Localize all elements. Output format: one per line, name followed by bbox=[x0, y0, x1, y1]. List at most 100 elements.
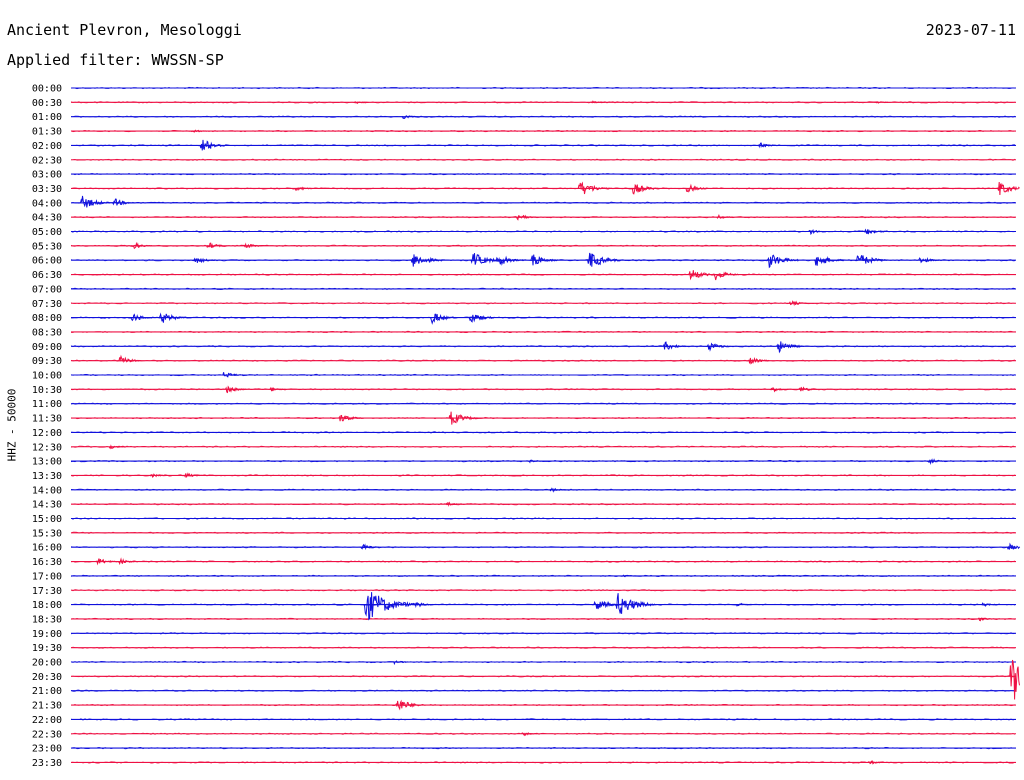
row-time-label: 23:30 bbox=[32, 758, 62, 769]
filter-label: Applied filter: WWSSN-SP bbox=[7, 51, 224, 69]
row-time-label: 18:00 bbox=[32, 600, 62, 611]
trace-noise bbox=[70, 416, 1016, 420]
trace-noise bbox=[70, 345, 1016, 348]
seismic-event bbox=[118, 557, 137, 566]
seismic-event bbox=[977, 617, 995, 622]
row-time-label: 16:00 bbox=[32, 543, 62, 554]
trace-noise bbox=[70, 445, 1016, 448]
trace-noise bbox=[70, 259, 1016, 262]
trace-noise bbox=[70, 244, 1016, 247]
seismic-event bbox=[706, 342, 731, 352]
seismic-event bbox=[770, 387, 789, 393]
trace-noise bbox=[70, 230, 1016, 233]
seismic-event bbox=[206, 242, 228, 249]
trace-noise bbox=[71, 216, 1016, 219]
row-time-label: 21:30 bbox=[32, 701, 62, 712]
seismic-event bbox=[1009, 659, 1020, 700]
seismic-event bbox=[917, 256, 940, 264]
trace-noise bbox=[70, 359, 1016, 362]
row-time-label: 21:00 bbox=[32, 686, 62, 697]
trace-noise bbox=[70, 632, 1016, 635]
trace-noise bbox=[70, 689, 1016, 692]
trace-noise bbox=[70, 302, 1016, 305]
seismic-event bbox=[495, 255, 524, 266]
seismic-event bbox=[190, 129, 207, 133]
trace-noise bbox=[70, 488, 1016, 491]
trace-noise bbox=[70, 474, 1016, 477]
row-time-label: 18:30 bbox=[32, 614, 62, 625]
seismic-event bbox=[130, 313, 155, 322]
trace-noise bbox=[70, 287, 1016, 291]
row-time-label: 06:00 bbox=[32, 256, 62, 267]
seismic-event bbox=[294, 186, 313, 192]
seismic-event bbox=[577, 181, 610, 195]
trace-noise bbox=[70, 718, 1016, 721]
row-time-label: 05:00 bbox=[32, 227, 62, 238]
trace-noise bbox=[70, 574, 1016, 578]
seismic-event bbox=[996, 181, 1020, 196]
trace-noise bbox=[70, 402, 1016, 405]
seismic-event bbox=[158, 312, 187, 323]
row-time-label: 15:00 bbox=[32, 514, 62, 525]
trace-noise bbox=[70, 746, 1016, 750]
trace-noise bbox=[71, 316, 1016, 319]
trace-noise bbox=[70, 617, 1016, 621]
seismic-event bbox=[354, 101, 369, 105]
seismic-event bbox=[662, 341, 687, 350]
seismic-event bbox=[587, 252, 622, 267]
seismic-event bbox=[243, 242, 263, 249]
seismic-event bbox=[108, 444, 125, 450]
seismic-event bbox=[429, 313, 458, 325]
trace-noise bbox=[70, 459, 1016, 463]
trace-noise bbox=[70, 431, 1016, 434]
seismic-event bbox=[222, 372, 244, 378]
row-time-label: 12:30 bbox=[32, 442, 62, 453]
seismic-event bbox=[766, 254, 800, 269]
trace-noise bbox=[70, 703, 1016, 707]
row-time-label: 15:30 bbox=[32, 528, 62, 539]
trace-noise bbox=[70, 517, 1016, 520]
seismic-event bbox=[199, 139, 230, 151]
seismic-event bbox=[776, 341, 804, 354]
row-time-label: 14:00 bbox=[32, 485, 62, 496]
trace-noise bbox=[70, 732, 1016, 735]
seismic-event bbox=[410, 254, 444, 267]
trace-noise bbox=[70, 761, 1016, 764]
row-time-label: 07:30 bbox=[32, 299, 62, 310]
row-time-label: 02:30 bbox=[32, 155, 62, 166]
row-time-label: 02:00 bbox=[32, 141, 62, 152]
trace-noise bbox=[70, 86, 1016, 90]
trace-noise bbox=[70, 101, 1016, 104]
seismic-event bbox=[448, 411, 479, 425]
trace-noise bbox=[70, 201, 1016, 204]
seismic-event bbox=[96, 558, 118, 566]
row-time-label: 01:30 bbox=[32, 127, 62, 138]
row-time-label: 12:00 bbox=[32, 428, 62, 439]
row-time-label: 09:30 bbox=[32, 356, 62, 367]
trace-noise bbox=[70, 603, 1016, 606]
trace-noise bbox=[70, 187, 1016, 190]
row-time-label: 17:00 bbox=[32, 571, 62, 582]
row-time-label: 22:00 bbox=[32, 715, 62, 726]
trace-noise bbox=[71, 330, 1016, 334]
seismic-event bbox=[807, 228, 827, 236]
row-time-label: 00:00 bbox=[32, 84, 62, 95]
seismic-event bbox=[112, 198, 135, 206]
trace-noise bbox=[70, 675, 1016, 678]
row-time-label: 23:00 bbox=[32, 744, 62, 755]
seismic-event bbox=[788, 300, 808, 307]
trace-noise bbox=[70, 531, 1016, 534]
row-time-label: 06:30 bbox=[32, 270, 62, 281]
seismic-event bbox=[118, 354, 142, 363]
seismic-event bbox=[521, 732, 538, 737]
row-time-label: 00:30 bbox=[32, 98, 62, 109]
row-time-label: 19:30 bbox=[32, 643, 62, 654]
trace-noise bbox=[70, 129, 1016, 133]
seismic-event bbox=[149, 473, 166, 478]
seismic-event bbox=[130, 241, 152, 250]
row-time-label: 10:00 bbox=[32, 371, 62, 382]
row-time-label: 03:00 bbox=[32, 170, 62, 181]
seismic-event bbox=[80, 195, 111, 208]
seismic-event bbox=[757, 142, 777, 149]
seismic-event bbox=[224, 385, 247, 394]
